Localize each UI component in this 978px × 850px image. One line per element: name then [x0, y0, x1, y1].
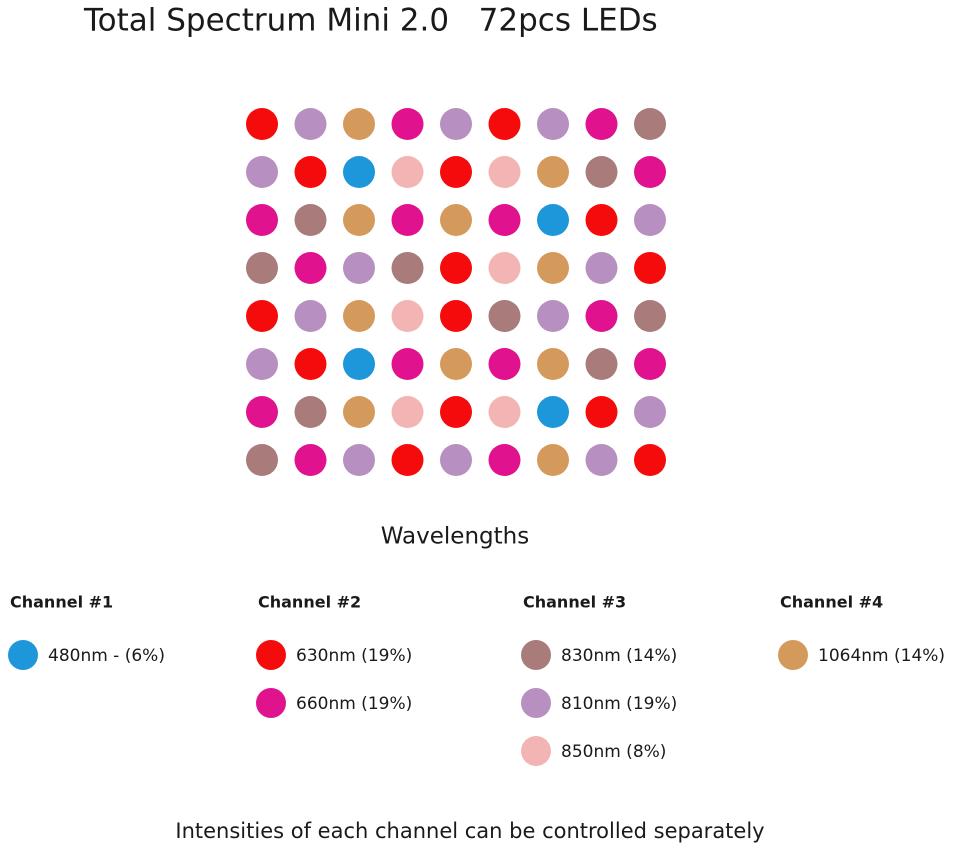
- led: [585, 108, 618, 140]
- legend-swatch: [256, 688, 286, 718]
- led: [440, 156, 472, 188]
- led: [488, 348, 521, 380]
- led: [391, 252, 424, 284]
- led: [440, 204, 472, 236]
- led: [488, 252, 521, 284]
- led: [537, 444, 569, 476]
- led: [537, 108, 569, 140]
- legend-label: 630nm (19%): [296, 646, 412, 666]
- led: [246, 444, 278, 476]
- led: [246, 108, 278, 140]
- led: [585, 252, 618, 284]
- led: [537, 300, 569, 332]
- led: [294, 444, 327, 476]
- led: [440, 300, 472, 332]
- legend-label: 1064nm (14%): [818, 646, 945, 666]
- legend-swatch: [8, 640, 38, 670]
- led: [634, 252, 666, 284]
- led: [294, 348, 327, 380]
- led: [294, 108, 327, 140]
- led: [537, 252, 569, 284]
- led: [391, 444, 424, 476]
- led: [343, 396, 375, 428]
- led: [294, 396, 327, 428]
- led: [634, 444, 666, 476]
- channel-name: Channel #4: [780, 593, 883, 612]
- led-grid: [246, 108, 666, 476]
- led: [391, 204, 424, 236]
- legend-label: 660nm (19%): [296, 694, 412, 714]
- led: [294, 204, 327, 236]
- led: [488, 444, 521, 476]
- channel-legend: Channel #1 480nm - (6%) Channel #2 630nm (1…: [8, 593, 945, 766]
- led: [537, 348, 569, 380]
- channel-name: Channel #1: [10, 593, 113, 612]
- led: [343, 252, 375, 284]
- legend-swatch: [521, 688, 551, 718]
- led: [440, 444, 472, 476]
- led: [343, 204, 375, 236]
- led: [246, 156, 278, 188]
- led: [585, 444, 618, 476]
- led: [634, 204, 666, 236]
- led: [294, 300, 327, 332]
- legend-swatch: [778, 640, 808, 670]
- led: [391, 156, 424, 188]
- led: [343, 108, 375, 140]
- led: [537, 396, 569, 428]
- led: [246, 348, 278, 380]
- led: [343, 444, 375, 476]
- led: [585, 396, 618, 428]
- led: [488, 396, 521, 428]
- led: [440, 252, 472, 284]
- led: [585, 348, 618, 380]
- led: [343, 156, 375, 188]
- led: [634, 396, 666, 428]
- channel-name: Channel #2: [258, 593, 361, 612]
- legend-label: 480nm - (6%): [48, 646, 165, 666]
- led: [246, 204, 278, 236]
- led: [343, 348, 375, 380]
- led: [537, 204, 569, 236]
- led: [585, 156, 618, 188]
- led: [246, 300, 278, 332]
- legend-swatch: [521, 640, 551, 670]
- led: [440, 108, 472, 140]
- led: [537, 156, 569, 188]
- led: [294, 252, 327, 284]
- legend-label: 810nm (19%): [561, 694, 677, 714]
- channel-name: Channel #3: [523, 593, 626, 612]
- led: [343, 300, 375, 332]
- led: [585, 300, 618, 332]
- legend-swatch: [256, 640, 286, 670]
- legend-label: 830nm (14%): [561, 646, 677, 666]
- led: [488, 300, 521, 332]
- led: [246, 396, 278, 428]
- led: [391, 300, 424, 332]
- footer: Intensities of each channel can be contr…: [175, 819, 764, 843]
- led: [391, 396, 424, 428]
- legend-label: 850nm (8%): [561, 742, 666, 762]
- led: [391, 348, 424, 380]
- led: [585, 204, 618, 236]
- led: [634, 348, 666, 380]
- led: [246, 252, 278, 284]
- led: [634, 108, 666, 140]
- led: [391, 108, 424, 140]
- led: [634, 156, 666, 188]
- led: [440, 396, 472, 428]
- wavelengths-label: Wavelengths: [381, 524, 529, 550]
- led: [294, 156, 327, 188]
- led: [634, 300, 666, 332]
- legend-swatch: [521, 736, 551, 766]
- led: [440, 348, 472, 380]
- title: Total Spectrum Mini 2.0 72pcs LEDs: [83, 3, 658, 39]
- led: [488, 156, 521, 188]
- led: [488, 108, 521, 140]
- led: [488, 204, 521, 236]
